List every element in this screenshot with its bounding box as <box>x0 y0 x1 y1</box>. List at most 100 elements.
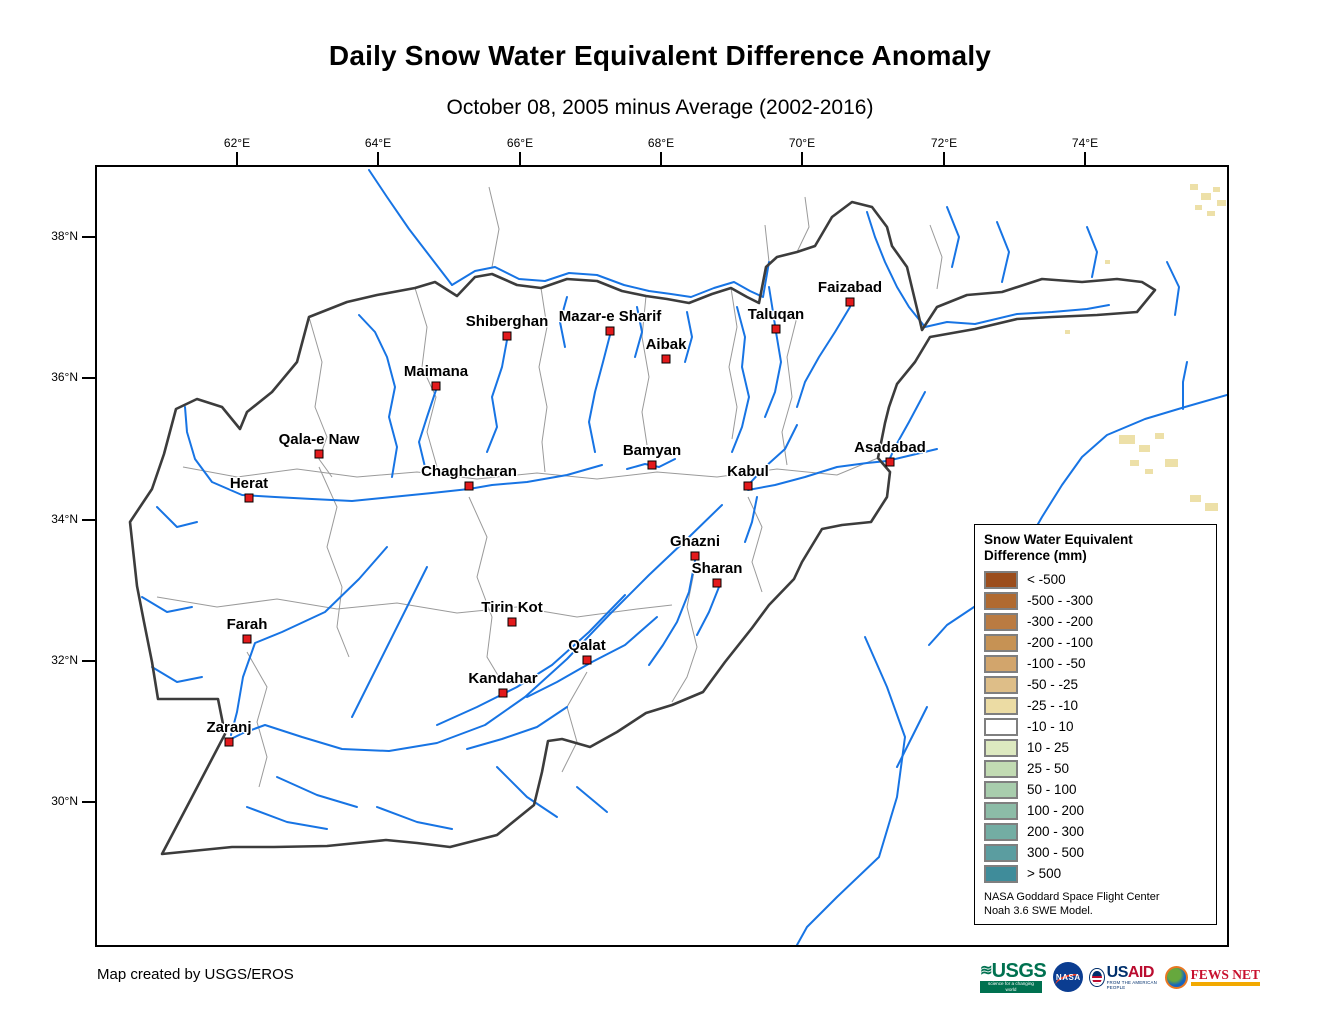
legend-swatch <box>984 843 1018 862</box>
legend-label: > 500 <box>1027 866 1062 881</box>
legend-swatch <box>984 612 1018 631</box>
map-canvas <box>128 169 1227 945</box>
legend-swatch <box>984 738 1018 757</box>
city-marker <box>502 331 512 341</box>
legend-swatch <box>984 717 1018 736</box>
legend-swatch <box>984 570 1018 589</box>
axis-label-left: 34°N <box>51 512 78 526</box>
city-label: Ghazni <box>669 533 721 550</box>
city-label: Qalat <box>568 637 606 654</box>
legend-label: -25 - -10 <box>1027 698 1079 713</box>
page-subtitle: October 08, 2005 minus Average (2002-201… <box>446 96 874 119</box>
axis-label-top: 70°E <box>788 136 816 150</box>
legend-label: 50 - 100 <box>1027 782 1077 797</box>
province-boundary-layer <box>156 287 879 788</box>
city-marker <box>582 655 592 665</box>
legend: Snow Water Equivalent Difference (mm) < … <box>974 524 1217 925</box>
city-label: Kabul <box>727 463 769 480</box>
city-label: Tirin Kot <box>481 599 543 616</box>
usaid-logo-text-us: US <box>1106 963 1129 981</box>
city-marker <box>743 481 753 491</box>
axis-tick-left <box>82 377 95 379</box>
legend-swatch <box>984 864 1018 883</box>
usgs-logo: ≋ USGS science for a changing world <box>980 960 1047 993</box>
city-marker <box>845 297 855 307</box>
usaid-logo-text-aid: AID <box>1127 963 1155 981</box>
legend-label: 200 - 300 <box>1027 824 1085 839</box>
axis-tick-left <box>82 801 95 803</box>
legend-label: -200 - -100 <box>1027 635 1094 650</box>
city-label: Taluqan <box>747 306 805 323</box>
city-marker <box>244 493 254 503</box>
city-label: Kandahar <box>468 670 538 687</box>
legend-label: 10 - 25 <box>1027 740 1070 755</box>
city-label: Zaranj <box>206 719 252 736</box>
legend-swatch <box>984 759 1018 778</box>
axis-tick-top <box>236 152 238 165</box>
fewsnet-globe-icon <box>1164 965 1188 989</box>
country-border <box>128 200 1157 856</box>
city-label: Farah <box>226 616 268 633</box>
city-label: Herat <box>229 475 269 492</box>
legend-row: 200 - 300 <box>984 821 1208 842</box>
city-marker <box>661 354 671 364</box>
axis-label-left: 36°N <box>51 370 78 384</box>
city-layer: Faizabad Taluqan Mazar-e Sharif Shiberghan A… <box>97 167 1227 945</box>
axis-label-top: 68°E <box>647 136 675 150</box>
legend-credit-line1: NASA Goddard Space Flight Center <box>984 891 1160 903</box>
legend-title-line2: Difference (mm) <box>984 548 1087 563</box>
legend-row: > 500 <box>984 863 1208 884</box>
usgs-wave-icon: ≋ <box>980 962 993 979</box>
legend-label: -50 - -25 <box>1027 677 1079 692</box>
axis-label-top: 64°E <box>364 136 392 150</box>
legend-row: -50 - -25 <box>984 674 1208 695</box>
legend-title-line1: Snow Water Equivalent <box>984 532 1133 547</box>
axis-tick-left <box>82 236 95 238</box>
city-label: Asadabad <box>854 439 926 456</box>
city-marker <box>605 326 615 336</box>
legend-swatch <box>984 822 1018 841</box>
legend-row: -25 - -10 <box>984 695 1208 716</box>
city-label: Bamyan <box>622 442 682 459</box>
legend-label: -100 - -50 <box>1027 656 1086 671</box>
usgs-logo-text: USGS <box>991 960 1047 982</box>
city-marker <box>690 551 700 561</box>
axis-label-top: 66°E <box>506 136 534 150</box>
legend-row: 10 - 25 <box>984 737 1208 758</box>
legend-label: 25 - 50 <box>1027 761 1070 776</box>
usaid-logo: USAID FROM THE AMERICAN PEOPLE <box>1089 963 1158 990</box>
city-marker <box>314 449 324 459</box>
axis-label-top: 62°E <box>223 136 251 150</box>
city-marker <box>431 381 441 391</box>
city-marker <box>464 481 474 491</box>
city-marker <box>507 617 517 627</box>
usaid-seal-icon <box>1089 967 1105 987</box>
city-marker <box>242 634 252 644</box>
logo-row: ≋ USGS science for a changing world NASA… <box>980 953 1260 1001</box>
page-title: Daily Snow Water Equivalent Difference A… <box>328 40 992 71</box>
legend-row: 25 - 50 <box>984 758 1208 779</box>
city-marker <box>498 688 508 698</box>
legend-row: -10 - 10 <box>984 716 1208 737</box>
city-marker <box>885 457 895 467</box>
axis-tick-top <box>1084 152 1086 165</box>
city-label: Aibak <box>645 336 687 353</box>
city-label: Sharan <box>691 560 743 577</box>
usaid-tagline: FROM THE AMERICAN PEOPLE <box>1106 979 1158 990</box>
legend-credit: NASA Goddard Space Flight Center Noah 3.… <box>984 890 1208 918</box>
city-label: Faizabad <box>817 279 883 296</box>
axis-tick-top <box>377 152 379 165</box>
axis-label-left: 32°N <box>51 653 78 667</box>
axis-label-top: 72°E <box>930 136 958 150</box>
city-label: Qala-e Naw <box>278 431 360 448</box>
fewsnet-tagline-bar <box>1190 982 1260 986</box>
axis-tick-top <box>660 152 662 165</box>
legend-swatch <box>984 675 1018 694</box>
legend-row: -100 - -50 <box>984 653 1208 674</box>
city-label: Maimana <box>403 363 469 380</box>
city-marker <box>224 737 234 747</box>
legend-label: -500 - -300 <box>1027 593 1094 608</box>
legend-swatch <box>984 780 1018 799</box>
anomaly-patch-layer <box>1065 184 1226 511</box>
